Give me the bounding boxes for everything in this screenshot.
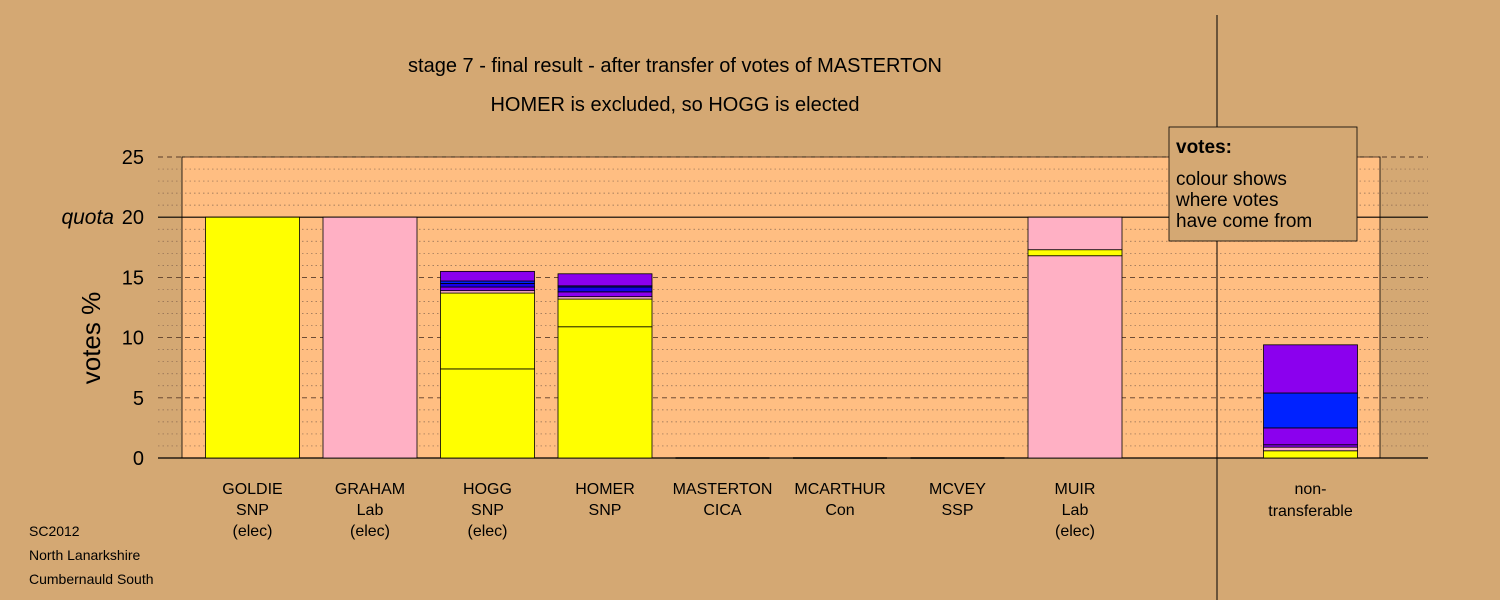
bar-hogg-label: SNP bbox=[471, 502, 504, 519]
bar-nontransferable-segment bbox=[1263, 344, 1358, 394]
bar-mcvey-label: MCVEY bbox=[929, 481, 986, 498]
bar-goldie-label: SNP bbox=[236, 502, 269, 519]
y-tick-label: 0 bbox=[133, 448, 144, 470]
bar-homer-label: HOMER bbox=[575, 481, 635, 498]
chart-subtitle: HOMER is excluded, so HOGG is elected bbox=[490, 94, 859, 116]
bar-hogg-segment bbox=[440, 283, 535, 288]
bar-muir-segment bbox=[1027, 255, 1123, 459]
bar-masterton-label: CICA bbox=[703, 502, 742, 519]
legend-line-2: where votes bbox=[1175, 190, 1278, 211]
bar-homer-segment bbox=[557, 273, 653, 287]
bar-nontransferable-segment bbox=[1263, 427, 1358, 446]
bar-homer-segment bbox=[557, 291, 653, 298]
x-axis-labels: GOLDIE SNP (elec) GRAHAM Lab (elec) HOGG SNP (el… bbox=[222, 481, 1353, 540]
legend-box: votes: colour shows where votes have com… bbox=[1168, 126, 1358, 242]
bar-muir-label: MUIR bbox=[1055, 481, 1096, 498]
bar-mcarthur-label: MCARTHUR bbox=[794, 481, 885, 498]
bar-mcarthur-label: Con bbox=[825, 502, 854, 519]
bar-nontransferable-label: transferable bbox=[1268, 503, 1353, 520]
y-tick-label: 15 bbox=[122, 267, 144, 289]
bar-nontransferable-label: non- bbox=[1294, 481, 1326, 498]
bar-muir-segment bbox=[1027, 249, 1123, 257]
y-tick-label: 25 bbox=[122, 147, 144, 169]
bar-masterton-label: MASTERTON bbox=[673, 481, 773, 498]
bar-muir-label: Lab bbox=[1062, 502, 1089, 519]
bar-graham-label: Lab bbox=[357, 502, 384, 519]
legend-line-1: colour shows bbox=[1176, 169, 1287, 190]
bar-homer-label: SNP bbox=[589, 502, 622, 519]
bar-homer-segment bbox=[557, 326, 653, 459]
bar-graham-label: GRAHAM bbox=[335, 481, 405, 498]
y-tick-label: 5 bbox=[133, 388, 144, 410]
bar-graham-label: (elec) bbox=[350, 523, 390, 540]
y-tick-label: 20 bbox=[122, 207, 144, 229]
legend-frame bbox=[1168, 126, 1358, 242]
bar-goldie-segment bbox=[205, 216, 300, 459]
bar-hogg-label: HOGG bbox=[463, 481, 512, 498]
footer-line-2: North Lanarkshire bbox=[29, 547, 140, 563]
bar-muir-label: (elec) bbox=[1055, 523, 1095, 540]
chart-title: stage 7 - final result - after transfer … bbox=[408, 55, 942, 77]
footer: SC2012 North Lanarkshire Cumbernauld Sou… bbox=[29, 523, 154, 587]
bar-goldie-label: GOLDIE bbox=[222, 481, 282, 498]
bar-graham-segment bbox=[322, 216, 418, 459]
y-tick-label: 10 bbox=[122, 328, 144, 350]
footer-line-3: Cumbernauld South bbox=[29, 571, 154, 587]
bar-nontransferable-segment bbox=[1263, 450, 1358, 459]
bar-hogg-segment bbox=[440, 292, 535, 370]
bar-goldie-label: (elec) bbox=[232, 523, 272, 540]
bar-hogg-segment bbox=[440, 286, 535, 292]
y-axis-label: votes % bbox=[76, 292, 106, 385]
bar-muir-segment bbox=[1027, 216, 1123, 251]
bar-nontransferable-segment bbox=[1263, 392, 1358, 429]
legend-title: votes: bbox=[1176, 137, 1232, 158]
bar-homer-segment bbox=[557, 298, 653, 328]
legend-line-3: have come from bbox=[1176, 211, 1312, 232]
bar-nontransferable-segment bbox=[1263, 446, 1358, 452]
bar-hogg-label: (elec) bbox=[467, 523, 507, 540]
quota-label: quota bbox=[61, 206, 114, 229]
bar-hogg-segment bbox=[440, 368, 535, 459]
bar-mcvey-label: SSP bbox=[941, 502, 973, 519]
bar-homer-segment bbox=[557, 286, 653, 293]
bars-group bbox=[205, 216, 1358, 459]
footer-line-1: SC2012 bbox=[29, 523, 80, 539]
y-axis: 0 5 10 15 20 25 bbox=[122, 147, 144, 470]
bar-hogg-segment bbox=[440, 270, 535, 282]
